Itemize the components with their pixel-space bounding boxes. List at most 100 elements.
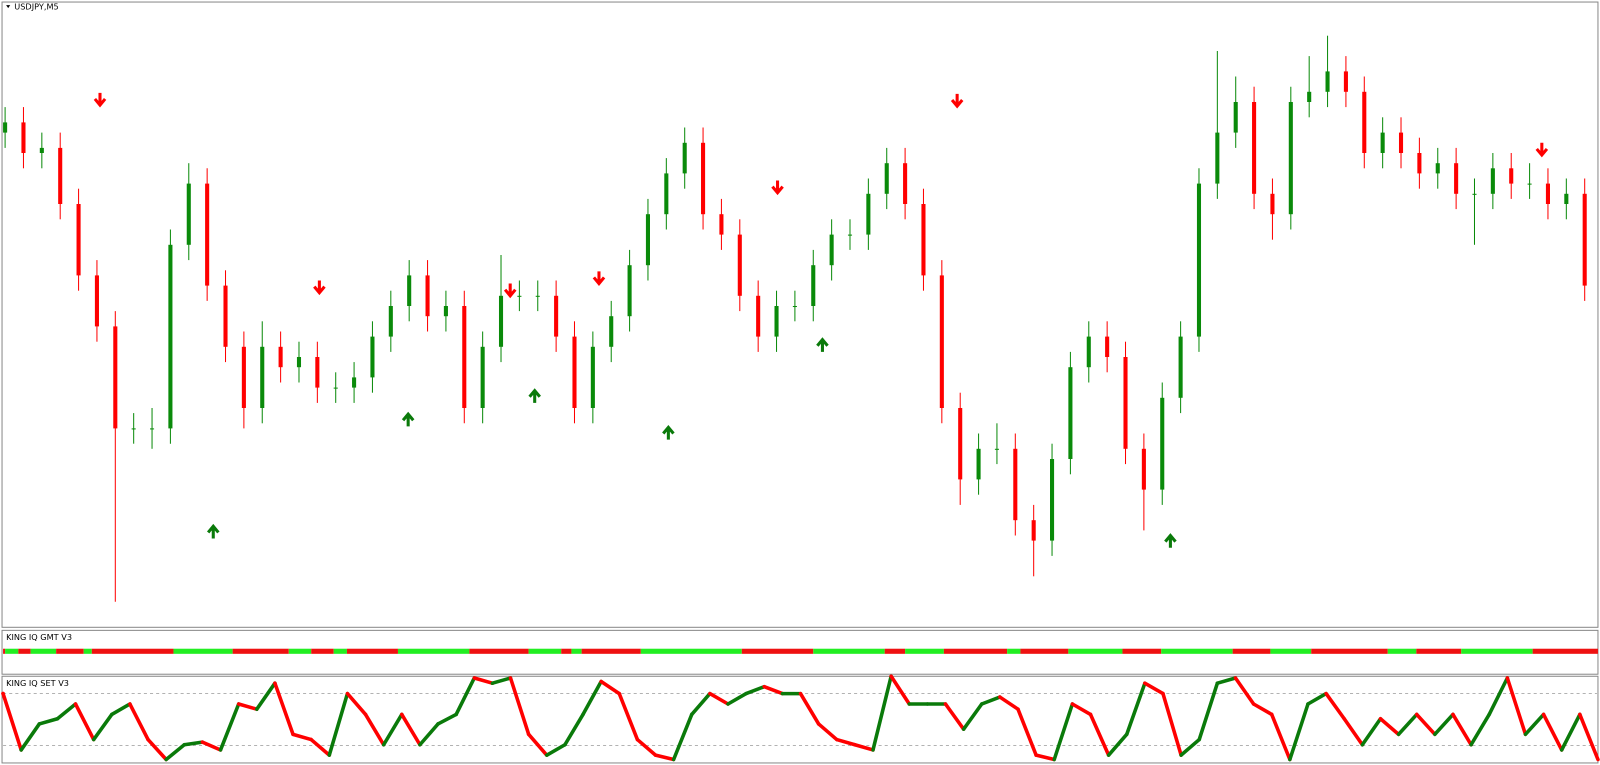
candle-body	[1582, 193, 1587, 286]
gmt-segment	[1270, 648, 1312, 654]
osc-segment	[1, 691, 23, 752]
candle-body	[1490, 168, 1495, 194]
candle-body	[1325, 71, 1330, 92]
osc-segment	[400, 712, 422, 747]
gmt-segment	[1461, 648, 1533, 654]
gmt-segment	[1161, 648, 1233, 654]
candle-body	[958, 408, 963, 480]
candle-body	[1398, 132, 1404, 153]
gmt-segment	[1020, 648, 1069, 654]
osc-segment	[1541, 712, 1564, 752]
candle-body	[664, 173, 669, 215]
osc-segment	[617, 691, 640, 742]
osc-segment	[979, 695, 1002, 706]
candle-body	[535, 295, 540, 297]
osc-segment	[1233, 676, 1256, 706]
candle-body	[186, 183, 191, 245]
osc-segment	[671, 712, 694, 762]
candle-body	[792, 306, 797, 308]
osc-segment	[1433, 712, 1455, 737]
set-panel	[1, 675, 1599, 764]
candle-body	[1141, 448, 1146, 490]
gmt-segment	[1387, 648, 1417, 654]
gmt-segment	[884, 648, 906, 654]
osc-segment	[490, 676, 513, 685]
osc-segment	[1378, 716, 1401, 737]
candle-body	[847, 234, 853, 236]
sell-arrow	[503, 283, 517, 299]
sell-arrow	[93, 92, 107, 108]
candle-body	[278, 346, 283, 368]
sell-arrow	[950, 93, 964, 109]
osc-segment	[1052, 702, 1075, 762]
gmt-segment	[571, 648, 582, 654]
buy-arrow	[401, 411, 415, 427]
price-panel	[1, 1, 1599, 628]
osc-segment	[998, 695, 1020, 711]
candle-body	[627, 265, 632, 317]
candle-body	[94, 275, 99, 327]
osc-segment	[653, 753, 676, 762]
osc-segment	[381, 712, 404, 747]
candle-body	[682, 142, 687, 174]
candle-body	[76, 204, 81, 276]
osc-segment	[1070, 702, 1093, 717]
osc-segment	[961, 702, 984, 731]
candle-body	[572, 336, 577, 408]
symbol-label: USDJPY,M5	[14, 2, 58, 12]
candle-body	[425, 275, 430, 317]
candle-body	[462, 306, 467, 408]
osc-segment	[526, 732, 549, 757]
candle-body	[150, 428, 155, 430]
candle-body	[976, 448, 981, 480]
signal-arrows	[93, 92, 1549, 548]
gmt-segment	[311, 648, 334, 654]
osc-segment	[146, 737, 168, 762]
candle-body	[296, 357, 302, 368]
osc-segment	[128, 702, 150, 742]
osc-segment	[164, 742, 187, 762]
candle-body	[517, 295, 522, 297]
osc-segment	[1578, 712, 1600, 762]
osc-segment	[563, 712, 585, 747]
candle-body	[737, 234, 742, 296]
candle-body	[39, 147, 44, 153]
candle-body	[443, 306, 448, 317]
candle-body	[131, 428, 136, 430]
sell-arrow	[313, 280, 326, 296]
candle-body	[1417, 153, 1422, 174]
osc-segment	[635, 737, 658, 757]
osc-segment	[1559, 712, 1582, 752]
gmt-segment	[91, 648, 174, 654]
osc-segment	[363, 712, 386, 747]
candle-body	[1031, 520, 1036, 541]
panel-menu-icon[interactable]	[6, 5, 11, 9]
candle-body	[903, 163, 908, 204]
osc-segment	[1505, 676, 1528, 737]
osc-segment	[726, 691, 748, 706]
osc-segment	[1197, 681, 1220, 742]
osc-segment	[255, 681, 277, 711]
candle-body	[1435, 163, 1440, 174]
candle-body	[866, 193, 871, 235]
candle-body	[388, 306, 393, 337]
osc-segment	[1360, 716, 1383, 747]
osc-segment	[1034, 753, 1057, 762]
candle-body	[609, 316, 614, 347]
gmt-segment	[5, 648, 19, 654]
candle-body	[370, 336, 375, 378]
osc-segment	[599, 679, 622, 696]
osc-segment	[1487, 676, 1510, 717]
candle-body	[1362, 91, 1367, 153]
gmt-segment	[3, 648, 6, 654]
candle-body	[3, 122, 8, 133]
candle-body	[939, 275, 944, 408]
candle-body	[829, 234, 834, 266]
osc-segment	[1306, 691, 1328, 706]
gmt-segment	[333, 648, 347, 654]
sell-arrow	[771, 180, 784, 196]
candle-body	[554, 295, 559, 337]
buy-arrow	[206, 523, 220, 539]
candle-body	[333, 387, 338, 389]
